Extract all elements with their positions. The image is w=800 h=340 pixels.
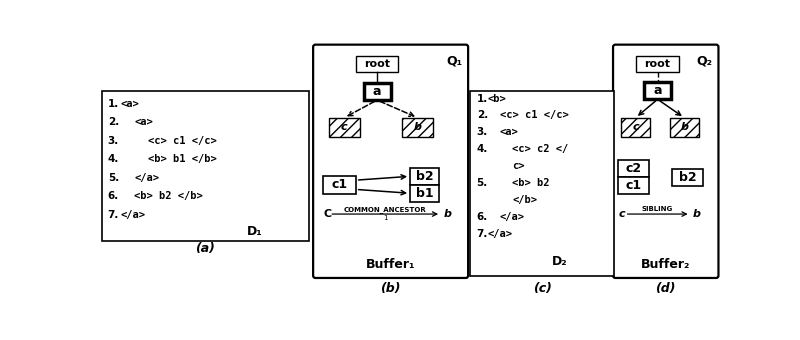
Text: Buffer₂: Buffer₂ — [641, 258, 690, 271]
Text: c2: c2 — [625, 162, 642, 175]
Text: C: C — [323, 209, 331, 219]
Bar — [618, 160, 649, 177]
Text: c1: c1 — [625, 179, 642, 192]
Text: (c): (c) — [533, 282, 551, 295]
Bar — [363, 83, 390, 100]
Bar — [402, 118, 434, 137]
Text: D₂: D₂ — [552, 255, 567, 268]
Text: root: root — [645, 59, 670, 69]
Text: 7.: 7. — [108, 210, 119, 220]
Bar — [618, 177, 649, 194]
Text: D₁: D₁ — [247, 225, 263, 238]
Bar — [670, 118, 699, 137]
Text: 2.: 2. — [108, 117, 119, 128]
Text: <c> c1 </c>: <c> c1 </c> — [148, 136, 217, 146]
Bar — [644, 82, 671, 99]
Text: 5.: 5. — [477, 178, 488, 188]
Text: 1.: 1. — [108, 99, 119, 109]
Bar — [410, 168, 439, 185]
Text: Q₂: Q₂ — [697, 54, 713, 67]
Text: COMMON_ANCESTOR: COMMON_ANCESTOR — [344, 206, 426, 213]
Text: b: b — [414, 122, 422, 132]
Bar — [356, 56, 398, 72]
Text: Buffer₁: Buffer₁ — [366, 258, 415, 271]
Text: <c> c1 </c>: <c> c1 </c> — [500, 110, 569, 120]
Text: <c> c2 </: <c> c2 </ — [512, 144, 569, 154]
Text: <a>: <a> — [120, 99, 139, 109]
Text: 7.: 7. — [477, 229, 488, 239]
Text: </a>: </a> — [487, 229, 513, 239]
Text: (a): (a) — [194, 242, 214, 255]
Bar — [636, 56, 679, 72]
Text: b: b — [680, 122, 688, 132]
Text: <b> b1 </b>: <b> b1 </b> — [148, 154, 217, 164]
Text: Q₁: Q₁ — [446, 54, 462, 67]
FancyBboxPatch shape — [613, 45, 718, 278]
Text: b1: b1 — [416, 187, 434, 200]
Text: 3.: 3. — [477, 128, 488, 137]
Text: a: a — [654, 84, 662, 97]
Bar — [410, 185, 439, 202]
Text: </a>: </a> — [134, 173, 159, 183]
Text: c: c — [618, 209, 625, 219]
Text: b: b — [693, 209, 701, 219]
Text: 6.: 6. — [108, 191, 119, 201]
Text: <b>: <b> — [487, 94, 506, 104]
Text: 6.: 6. — [477, 212, 488, 222]
Text: b2: b2 — [416, 170, 434, 183]
Text: <a>: <a> — [500, 128, 518, 137]
Text: SIBLING: SIBLING — [642, 206, 673, 212]
Bar — [672, 169, 703, 186]
Text: c: c — [341, 122, 347, 132]
Bar — [323, 175, 356, 194]
Text: 4.: 4. — [108, 154, 119, 164]
Text: c1: c1 — [331, 178, 347, 191]
Bar — [102, 91, 310, 241]
Text: 2.: 2. — [477, 110, 488, 120]
Text: </b>: </b> — [512, 195, 538, 205]
Bar — [470, 91, 614, 276]
Text: <b> b2 </b>: <b> b2 </b> — [134, 191, 203, 201]
Bar — [621, 118, 650, 137]
Text: </a>: </a> — [120, 210, 145, 220]
Text: (b): (b) — [380, 282, 401, 295]
Text: 4.: 4. — [477, 144, 488, 154]
Text: c: c — [632, 122, 639, 132]
Text: a: a — [373, 85, 382, 98]
Text: <a>: <a> — [134, 117, 153, 128]
Text: 1: 1 — [383, 215, 387, 221]
Text: root: root — [364, 59, 390, 69]
Text: 3.: 3. — [108, 136, 119, 146]
Bar — [329, 118, 360, 137]
Text: c>: c> — [512, 161, 525, 171]
Text: 5.: 5. — [108, 173, 119, 183]
Text: (d): (d) — [655, 282, 676, 295]
Text: b: b — [443, 209, 451, 219]
Text: b2: b2 — [678, 171, 696, 184]
FancyBboxPatch shape — [313, 45, 468, 278]
Text: <b> b2: <b> b2 — [512, 178, 550, 188]
Text: 1.: 1. — [477, 94, 488, 104]
Text: </a>: </a> — [500, 212, 525, 222]
